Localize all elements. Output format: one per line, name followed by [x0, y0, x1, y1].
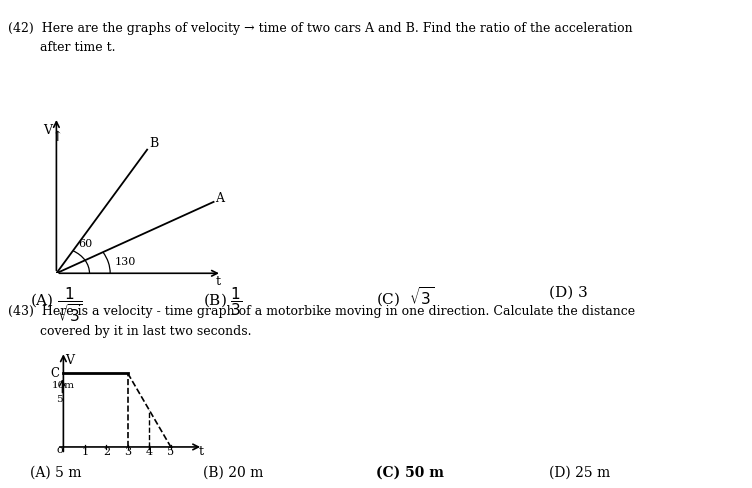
Text: V: V	[65, 354, 74, 367]
Text: (B) 20 m: (B) 20 m	[203, 466, 263, 480]
Text: (43)  Here is a velocity - time graph of a motorbike moving in one direction. Ca: (43) Here is a velocity - time graph of …	[8, 305, 635, 318]
Text: 2: 2	[103, 447, 110, 457]
Text: 130: 130	[114, 258, 135, 267]
Text: 5: 5	[167, 447, 174, 457]
Text: (A) $\dfrac{1}{\sqrt{3}}$: (A) $\dfrac{1}{\sqrt{3}}$	[30, 285, 83, 324]
Text: after time t.: after time t.	[8, 41, 115, 55]
Text: 1: 1	[81, 447, 89, 457]
Text: (A) 5 m: (A) 5 m	[30, 466, 81, 480]
Text: B: B	[149, 137, 158, 150]
Text: (C) 50 m: (C) 50 m	[376, 466, 444, 480]
Text: (C)  $\sqrt{3}$: (C) $\sqrt{3}$	[376, 285, 434, 309]
Text: 10m: 10m	[52, 381, 74, 390]
Text: (B) $\dfrac{1}{3}$: (B) $\dfrac{1}{3}$	[203, 285, 243, 318]
Text: (42)  Here are the graphs of velocity → time of two cars A and B. Find the ratio: (42) Here are the graphs of velocity → t…	[8, 22, 632, 35]
Text: t: t	[215, 275, 220, 287]
Text: o: o	[57, 445, 63, 455]
Text: covered by it in last two seconds.: covered by it in last two seconds.	[8, 325, 251, 338]
Text: 60: 60	[78, 239, 92, 249]
Text: (D) 25 m: (D) 25 m	[549, 466, 610, 480]
Text: V: V	[43, 123, 52, 137]
Text: 3: 3	[124, 447, 132, 457]
Text: t: t	[199, 445, 204, 458]
Text: (D) 3: (D) 3	[549, 285, 588, 300]
Text: A: A	[215, 192, 224, 205]
Text: C: C	[50, 367, 59, 380]
Text: 5: 5	[56, 395, 62, 405]
Text: 4: 4	[146, 447, 153, 457]
Text: ↑: ↑	[51, 130, 63, 144]
